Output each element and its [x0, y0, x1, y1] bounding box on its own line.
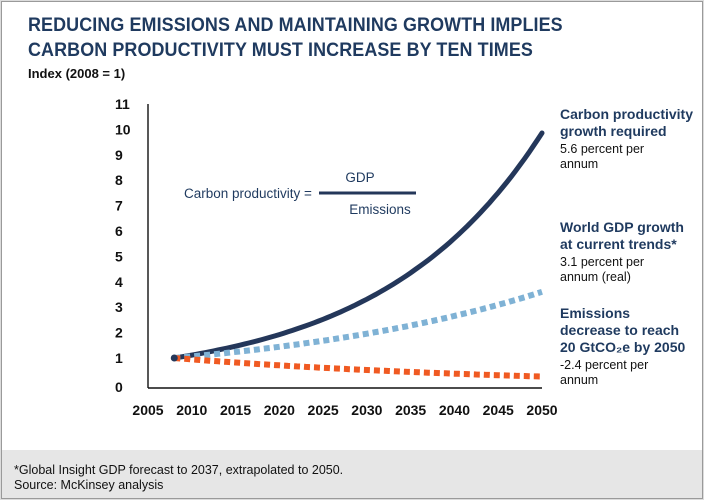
- y-tick-label: 9: [115, 147, 123, 163]
- gdp-series-line: [174, 288, 543, 361]
- emissions-series-label: Emissions: [560, 305, 630, 321]
- gdp-rate-label: annum (real): [560, 270, 631, 284]
- x-tick-label: 2030: [351, 402, 382, 418]
- series-lines: [170, 130, 545, 380]
- carbon-rate-label: annum: [560, 157, 598, 171]
- y-tick-label: 4: [115, 274, 123, 290]
- y-tick-label: 0: [115, 379, 123, 395]
- y-tick-label: 7: [115, 198, 123, 214]
- emissions-series-line: [174, 355, 543, 380]
- emissions-rate-label: -2.4 percent per: [560, 358, 648, 372]
- y-tick-label: 6: [115, 223, 123, 239]
- carbon-series-label: growth required: [560, 123, 667, 139]
- y-tick-label: 3: [115, 299, 123, 315]
- gdp-series-label: at current trends*: [560, 236, 677, 252]
- carbon-rate-label: 5.6 percent per: [560, 142, 644, 156]
- y-axis-unit-label: Index (2008 = 1): [28, 66, 126, 81]
- y-tick-label: 1: [115, 350, 123, 366]
- chart-title-line-1: REDUCING EMISSIONS AND MAINTAINING GROWT…: [28, 14, 563, 36]
- gdp-rate-label: 3.1 percent per: [560, 255, 644, 269]
- x-tick-label: 2050: [526, 402, 557, 418]
- axis-ticks: 2005 2010 2015 2020 2025 2030 2035 2040 2045 2050…: [115, 96, 558, 418]
- x-tick-label: 2025: [308, 402, 339, 418]
- footnote: *Global Insight GDP forecast to 2037, ex…: [14, 463, 344, 477]
- carbon-series-line: [171, 130, 545, 361]
- y-tick-label: 8: [115, 172, 123, 188]
- footer-band: *Global Insight GDP forecast to 2037, ex…: [2, 450, 702, 498]
- emissions-rate-label: annum: [560, 373, 598, 387]
- x-tick-label: 2045: [483, 402, 514, 418]
- series-start-point: [170, 354, 178, 362]
- y-tick-label: 2: [115, 325, 123, 341]
- source-note: Source: McKinsey analysis: [14, 478, 164, 492]
- line-chart: Carbon productivity = GDP Emissions 2005…: [115, 96, 693, 418]
- x-tick-label: 2005: [132, 402, 163, 418]
- y-tick-label: 5: [115, 248, 123, 264]
- chart-title-line-2: CARBON PRODUCTIVITY MUST INCREASE BY TEN…: [28, 39, 533, 61]
- y-tick-label: 10: [115, 121, 131, 137]
- x-tick-label: 2010: [176, 402, 207, 418]
- emissions-series-label: decrease to reach: [560, 322, 679, 338]
- carbon-series-label: Carbon productivity: [560, 106, 693, 122]
- x-tick-label: 2015: [220, 402, 251, 418]
- formula-denominator: Emissions: [349, 202, 411, 217]
- emissions-series-label: 20 GtCO₂e by 2050: [560, 339, 685, 355]
- gdp-series-label: World GDP growth: [560, 219, 684, 235]
- x-tick-label: 2040: [439, 402, 470, 418]
- formula-lhs: Carbon productivity =: [184, 186, 312, 201]
- y-tick-label: 11: [115, 96, 130, 112]
- chart-panel: REDUCING EMISSIONS AND MAINTAINING GROWT…: [2, 2, 702, 450]
- x-tick-label: 2020: [264, 402, 295, 418]
- formula-numerator: GDP: [345, 170, 374, 185]
- x-tick-label: 2035: [395, 402, 426, 418]
